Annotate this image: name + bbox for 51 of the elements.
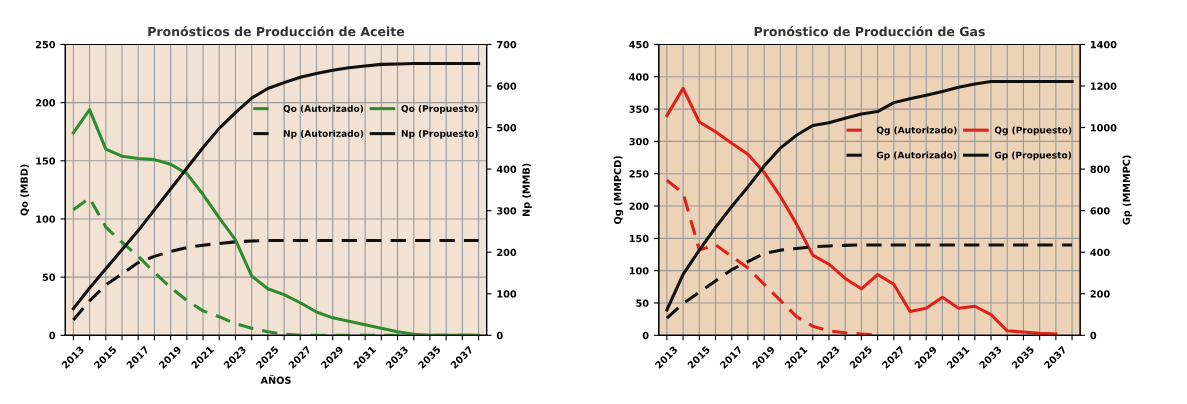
y2-tick-label: 400 xyxy=(1090,248,1110,257)
legend-label: Qg (Propuesto) xyxy=(994,126,1072,136)
y-tick-label: 200 xyxy=(629,202,649,210)
y2-tick-label: 100 xyxy=(497,290,517,298)
y-tick-label: 100 xyxy=(629,267,649,275)
chart-title: Pronóstico de Producción de Gas xyxy=(754,26,985,37)
y2-tick-label: 200 xyxy=(497,248,517,257)
y2-tick-label: 200 xyxy=(1090,290,1110,298)
y2-tick-label: 500 xyxy=(497,124,517,132)
legend-label: Np (Propuesto) xyxy=(401,129,478,139)
y-tick-label: 0 xyxy=(642,331,649,340)
y2-tick-label: 0 xyxy=(1090,331,1097,340)
y2-tick-label: 1000 xyxy=(1090,124,1117,132)
line-series xyxy=(665,243,1074,320)
y-tick-label: 150 xyxy=(629,234,649,243)
x-axis-title: AÑOS xyxy=(260,374,291,384)
legend-label: Qo (Autorizado) xyxy=(283,104,364,114)
chart-title: Pronósticos de Producción de Aceite xyxy=(148,26,405,37)
y2-tick-label: 800 xyxy=(1090,165,1110,173)
y-tick-label: 350 xyxy=(629,105,649,113)
y-tick-label: 250 xyxy=(36,40,56,49)
y-tick-label: 300 xyxy=(629,137,649,146)
y-tick-label: 200 xyxy=(36,99,56,107)
y2-tick-label: 1400 xyxy=(1090,40,1117,49)
y2-tick-label: 1200 xyxy=(1090,82,1117,90)
line-series xyxy=(665,79,1074,312)
y-tick-label: 400 xyxy=(629,73,649,81)
legend-label: Np (Autorizado) xyxy=(283,129,364,139)
y-tick-label: 150 xyxy=(36,157,56,165)
y-axis-title: Qo (MBD) xyxy=(20,164,30,216)
y2-tick-label: 400 xyxy=(496,165,517,173)
y2-tick-label: 600 xyxy=(1090,207,1110,215)
y2-axis-title: Np (MMB) xyxy=(522,163,532,217)
y-tick-label: 250 xyxy=(629,170,649,178)
y-tick-label: 0 xyxy=(49,331,56,340)
line-series xyxy=(71,62,481,311)
legend-label: Gp (Autorizado) xyxy=(876,151,957,161)
line-series xyxy=(71,239,481,322)
legend-label: Qo (Propuesto) xyxy=(401,104,478,114)
y-axis-title: Qg (MMPCD) xyxy=(613,156,624,224)
legend-label: Gp (Propuesto) xyxy=(994,151,1072,161)
y2-tick-label: 700 xyxy=(497,40,517,49)
y2-tick-label: 600 xyxy=(497,82,517,90)
y2-tick-label: 0 xyxy=(496,331,503,340)
y2-tick-label: 300 xyxy=(497,207,517,215)
y-tick-label: 50 xyxy=(42,273,56,281)
y2-axis-title: Gp (MMMPC) xyxy=(1122,155,1132,225)
y-tick-label: 450 xyxy=(629,40,649,49)
legend-label: Qg (Autorizado) xyxy=(876,126,957,136)
y-tick-label: 100 xyxy=(36,215,56,223)
y-tick-label: 50 xyxy=(636,299,649,307)
